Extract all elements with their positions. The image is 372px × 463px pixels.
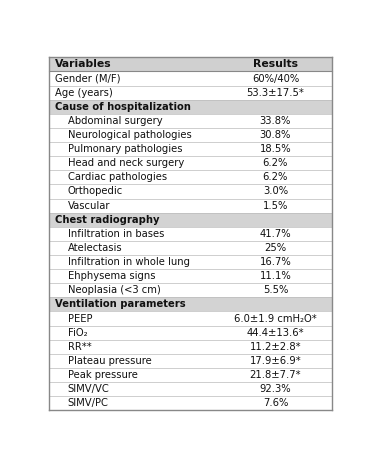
Text: Orthopedic: Orthopedic — [68, 187, 123, 196]
Text: Chest radiography: Chest radiography — [55, 215, 159, 225]
Bar — [49, 396, 332, 410]
Bar — [49, 114, 332, 128]
Text: 17.9±6.9*: 17.9±6.9* — [250, 356, 301, 366]
Text: 44.4±13.6*: 44.4±13.6* — [247, 328, 304, 338]
Text: 1.5%: 1.5% — [263, 200, 288, 211]
Text: SIMV/VC: SIMV/VC — [68, 384, 109, 394]
Text: 53.3±17.5*: 53.3±17.5* — [247, 88, 304, 98]
Text: Results: Results — [253, 59, 298, 69]
Bar — [49, 71, 332, 86]
Text: 11.1%: 11.1% — [260, 271, 291, 281]
Bar — [49, 255, 332, 269]
Text: Infiltration in bases: Infiltration in bases — [68, 229, 164, 239]
Text: Cardiac pathologies: Cardiac pathologies — [68, 172, 167, 182]
Text: Infiltration in whole lung: Infiltration in whole lung — [68, 257, 190, 267]
Bar — [49, 213, 332, 227]
Bar — [49, 354, 332, 368]
Text: Pulmonary pathologies: Pulmonary pathologies — [68, 144, 182, 154]
Text: 6.2%: 6.2% — [263, 158, 288, 168]
Text: 21.8±7.7*: 21.8±7.7* — [250, 370, 301, 380]
Bar — [49, 269, 332, 283]
Text: 92.3%: 92.3% — [260, 384, 291, 394]
Text: 3.0%: 3.0% — [263, 187, 288, 196]
Text: Ventilation parameters: Ventilation parameters — [55, 300, 185, 309]
Text: Plateau pressure: Plateau pressure — [68, 356, 151, 366]
Bar — [49, 297, 332, 312]
Text: Gender (M/F): Gender (M/F) — [55, 74, 120, 83]
Bar — [49, 170, 332, 184]
Text: RR**: RR** — [68, 342, 91, 352]
Bar — [49, 156, 332, 170]
Bar — [49, 325, 332, 340]
Bar — [49, 57, 332, 71]
Text: 18.5%: 18.5% — [260, 144, 291, 154]
Bar — [49, 340, 332, 354]
Text: Ehphysema signs: Ehphysema signs — [68, 271, 155, 281]
Text: 5.5%: 5.5% — [263, 285, 288, 295]
Text: Head and neck surgery: Head and neck surgery — [68, 158, 184, 168]
Text: 25%: 25% — [264, 243, 286, 253]
Text: Abdominal surgery: Abdominal surgery — [68, 116, 162, 126]
Text: Variables: Variables — [55, 59, 111, 69]
Text: 30.8%: 30.8% — [260, 130, 291, 140]
Text: Atelectasis: Atelectasis — [68, 243, 122, 253]
Bar — [49, 128, 332, 142]
Text: Neurological pathologies: Neurological pathologies — [68, 130, 191, 140]
Text: 60%/40%: 60%/40% — [252, 74, 299, 83]
Text: PEEP: PEEP — [68, 313, 92, 324]
Bar — [49, 368, 332, 382]
Text: Neoplasia (<3 cm): Neoplasia (<3 cm) — [68, 285, 160, 295]
Text: 7.6%: 7.6% — [263, 398, 288, 408]
Bar — [49, 100, 332, 114]
Text: 6.2%: 6.2% — [263, 172, 288, 182]
Bar — [49, 86, 332, 100]
Text: 16.7%: 16.7% — [260, 257, 291, 267]
Text: Vascular: Vascular — [68, 200, 110, 211]
Text: Peak pressure: Peak pressure — [68, 370, 137, 380]
Text: SIMV/PC: SIMV/PC — [68, 398, 108, 408]
Text: Cause of hospitalization: Cause of hospitalization — [55, 102, 190, 112]
Bar — [49, 312, 332, 325]
Text: FiO₂: FiO₂ — [68, 328, 87, 338]
Bar — [49, 241, 332, 255]
Bar — [49, 184, 332, 199]
Text: Age (years): Age (years) — [55, 88, 112, 98]
Bar — [49, 199, 332, 213]
Text: 33.8%: 33.8% — [260, 116, 291, 126]
Bar — [49, 142, 332, 156]
Text: 11.2±2.8*: 11.2±2.8* — [250, 342, 301, 352]
Bar — [49, 283, 332, 297]
Bar — [49, 227, 332, 241]
Text: 6.0±1.9 cmH₂O*: 6.0±1.9 cmH₂O* — [234, 313, 317, 324]
Bar — [49, 382, 332, 396]
Text: 41.7%: 41.7% — [260, 229, 291, 239]
